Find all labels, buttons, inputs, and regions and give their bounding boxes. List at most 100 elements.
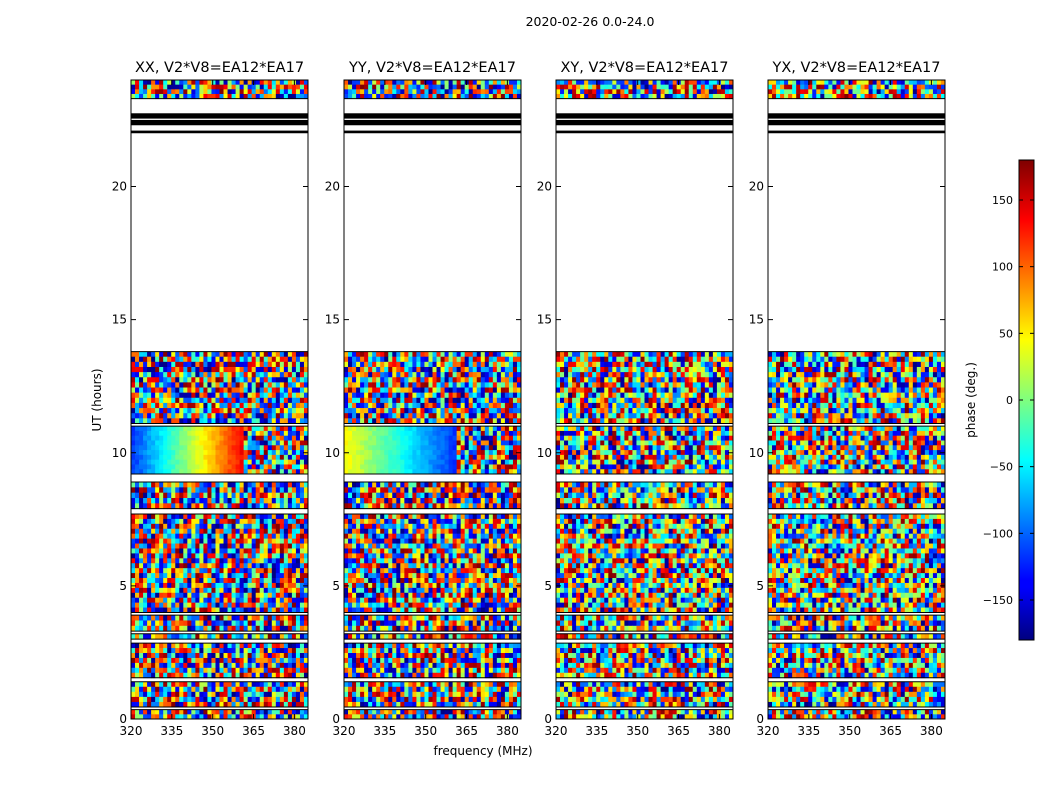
heatmap-cell bbox=[135, 450, 140, 456]
heatmap-cell bbox=[227, 548, 232, 554]
heatmap-cell bbox=[500, 592, 506, 599]
heatmap-cell bbox=[267, 558, 273, 564]
heatmap-cell bbox=[299, 662, 305, 669]
heatmap-cell bbox=[155, 518, 160, 525]
heatmap-cell bbox=[464, 558, 470, 564]
heatmap-cell bbox=[227, 701, 232, 708]
heatmap-cell bbox=[271, 709, 277, 715]
heatmap-cell bbox=[488, 578, 494, 584]
heatmap-cell bbox=[287, 696, 293, 703]
heatmap-cell bbox=[392, 487, 397, 494]
heatmap-cell bbox=[199, 648, 204, 654]
heatmap-cell bbox=[143, 518, 148, 525]
heatmap-cell bbox=[267, 548, 273, 554]
heatmap-cell bbox=[380, 653, 385, 659]
heatmap-cell bbox=[147, 568, 152, 574]
heatmap-cell bbox=[287, 602, 293, 608]
heatmap-cell bbox=[384, 620, 389, 627]
heatmap-cell bbox=[404, 602, 409, 608]
heatmap-cell bbox=[191, 459, 196, 465]
heatmap-cell bbox=[211, 372, 216, 378]
heatmap-cell bbox=[155, 573, 160, 579]
heatmap-cell bbox=[412, 597, 417, 604]
heatmap-cell bbox=[456, 587, 462, 594]
heatmap-cell bbox=[255, 714, 261, 720]
heatmap-cell bbox=[147, 653, 152, 659]
heatmap-cell bbox=[131, 615, 136, 621]
heatmap-cell bbox=[432, 533, 437, 540]
heatmap-cell bbox=[416, 691, 421, 698]
heatmap-cell bbox=[239, 89, 245, 95]
heatmap-cell bbox=[239, 662, 245, 669]
heatmap-cell bbox=[159, 633, 164, 640]
heatmap-cell bbox=[227, 408, 232, 414]
heatmap-cell bbox=[163, 648, 168, 654]
heatmap-cell bbox=[151, 435, 156, 441]
heatmap-cell bbox=[404, 657, 409, 664]
heatmap-cell bbox=[159, 563, 164, 569]
heatmap-cell bbox=[368, 573, 373, 579]
heatmap-cell bbox=[388, 487, 393, 494]
heatmap-cell bbox=[287, 435, 293, 441]
heatmap-cell bbox=[215, 672, 220, 679]
heatmap-cell bbox=[235, 392, 241, 399]
heatmap-cell bbox=[247, 80, 253, 86]
heatmap-cell bbox=[207, 413, 212, 419]
heatmap-cell bbox=[179, 351, 184, 358]
heatmap-cell bbox=[223, 382, 228, 388]
heatmap-cell bbox=[424, 548, 429, 554]
heatmap-cell bbox=[432, 597, 437, 604]
heatmap-cell bbox=[360, 625, 365, 632]
heatmap-cell bbox=[291, 482, 297, 488]
heatmap-cell bbox=[271, 578, 277, 584]
heatmap-cell bbox=[231, 657, 236, 664]
heatmap-cell bbox=[227, 615, 232, 621]
heatmap-cell bbox=[287, 538, 293, 544]
heatmap-cell bbox=[151, 366, 156, 373]
heatmap-cell bbox=[303, 469, 309, 475]
heatmap-cell bbox=[432, 582, 437, 589]
heatmap-cell bbox=[484, 672, 490, 679]
heatmap-cell bbox=[151, 553, 156, 559]
heatmap-cell bbox=[151, 681, 156, 688]
heatmap-cell bbox=[155, 402, 160, 409]
heatmap-cell bbox=[131, 377, 136, 383]
heatmap-cell bbox=[243, 563, 249, 569]
heatmap-cell bbox=[191, 681, 196, 688]
heatmap-cell bbox=[147, 469, 152, 475]
heatmap-cell bbox=[155, 696, 160, 703]
heatmap-cell bbox=[139, 582, 144, 589]
heatmap-cell bbox=[404, 592, 409, 599]
heatmap-cell bbox=[291, 573, 297, 579]
heatmap-cell bbox=[159, 696, 164, 703]
heatmap-cell bbox=[223, 602, 228, 608]
heatmap-cell bbox=[147, 454, 152, 461]
heatmap-cell bbox=[428, 607, 433, 613]
heatmap-cell bbox=[504, 643, 510, 649]
heatmap-cell bbox=[231, 503, 236, 510]
heatmap-cell bbox=[143, 387, 148, 394]
heatmap-cell bbox=[151, 430, 156, 437]
heatmap-cell bbox=[287, 80, 293, 86]
heatmap-cell bbox=[287, 563, 293, 569]
heatmap-cell bbox=[163, 372, 168, 378]
heatmap-cell bbox=[251, 672, 257, 679]
heatmap-cell bbox=[392, 578, 397, 584]
heatmap-cell bbox=[139, 587, 144, 594]
heatmap-cell bbox=[303, 356, 309, 363]
heatmap-cell bbox=[131, 709, 136, 715]
heatmap-cell bbox=[171, 418, 176, 424]
heatmap-cell bbox=[223, 487, 228, 494]
heatmap-cell bbox=[279, 426, 285, 432]
heatmap-cell bbox=[211, 518, 216, 525]
heatmap-cell bbox=[219, 633, 224, 640]
heatmap-cell bbox=[215, 602, 220, 608]
heatmap-cell bbox=[476, 492, 482, 499]
heatmap-cell bbox=[143, 351, 148, 358]
heatmap-cell bbox=[275, 513, 281, 520]
heatmap-cell bbox=[436, 681, 441, 688]
heatmap-cell bbox=[203, 573, 208, 579]
heatmap-cell bbox=[456, 492, 462, 499]
heatmap-cell bbox=[215, 620, 220, 627]
heatmap-cell bbox=[203, 523, 208, 530]
